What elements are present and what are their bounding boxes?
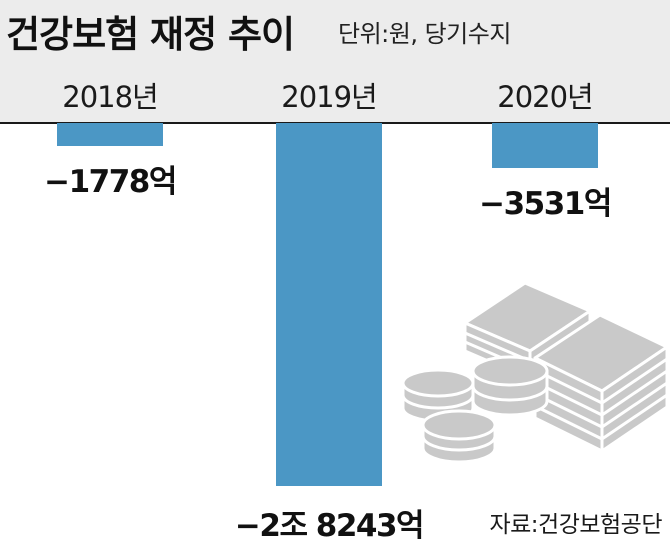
year-label: 2020년 [497,80,593,114]
header-band: 건강보험 재정 추이 단위:원, 당기수지 2018년 2019년 2020년 [0,0,670,122]
money-stack-icon [401,283,669,464]
value-label: −2조 8243억 [234,508,425,544]
year-label: 2019년 [281,80,377,114]
bar [276,123,382,486]
year-label: 2018년 [62,80,158,114]
value-label: −3531억 [479,186,612,223]
source-note: 자료:건강보험공단 [489,512,662,538]
bar [492,123,598,169]
value-label: −1778억 [44,163,177,200]
bar [57,123,163,146]
unit-note: 단위:원, 당기수지 [338,20,511,48]
chart-title: 건강보험 재정 추이 [6,13,295,56]
